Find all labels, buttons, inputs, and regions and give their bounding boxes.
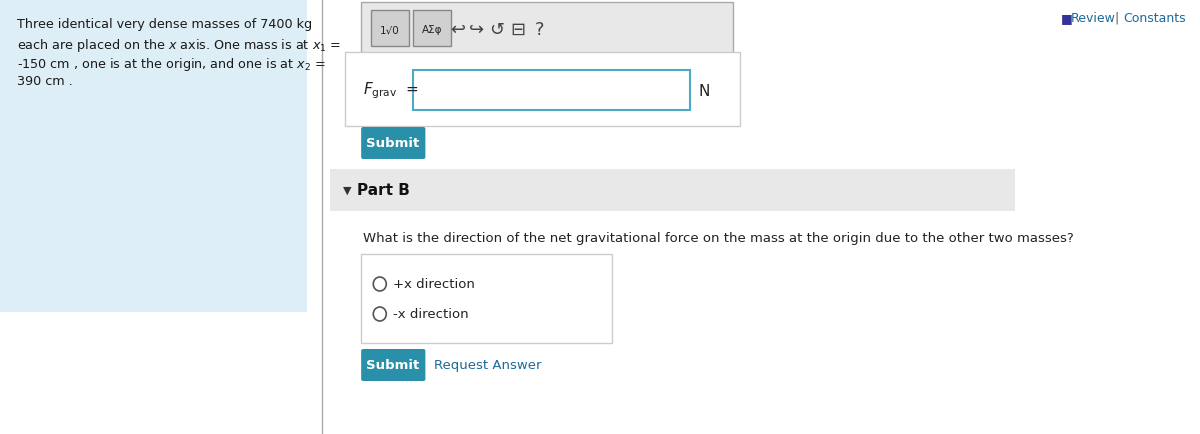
Text: Review: Review [1070,12,1115,25]
Text: ↪: ↪ [469,21,484,39]
Text: ⊟: ⊟ [510,21,526,39]
Text: -150 cm , one is at the origin, and one is at $x_2$ =: -150 cm , one is at the origin, and one … [17,56,325,73]
Text: ■: ■ [1061,12,1078,25]
FancyBboxPatch shape [413,11,450,47]
Text: each are placed on the $x$ axis. One mass is at $x_1$ =: each are placed on the $x$ axis. One mas… [17,37,341,54]
Text: Request Answer: Request Answer [433,358,541,372]
Text: Submit: Submit [366,137,420,150]
Text: 1√0: 1√0 [380,25,400,35]
FancyBboxPatch shape [372,11,409,47]
FancyBboxPatch shape [0,0,307,312]
Text: Three identical very dense masses of 7400 kg: Three identical very dense masses of 740… [17,18,312,31]
Text: Constants: Constants [1123,12,1186,25]
FancyBboxPatch shape [361,128,425,160]
FancyBboxPatch shape [413,71,690,111]
Text: AΣφ: AΣφ [421,25,442,35]
Text: +x direction: +x direction [392,278,475,291]
Text: ?: ? [535,21,545,39]
Text: Part B: Part B [358,183,410,198]
Text: What is the direction of the net gravitational force on the mass at the origin d: What is the direction of the net gravita… [364,231,1074,244]
Text: 390 cm .: 390 cm . [17,75,72,88]
Circle shape [373,307,386,321]
Text: $F_{\mathrm{grav}}$  =: $F_{\mathrm{grav}}$ = [364,81,419,101]
Text: Submit: Submit [366,358,420,372]
Text: ↺: ↺ [490,21,505,39]
FancyBboxPatch shape [361,3,732,55]
Text: ▼: ▼ [342,186,352,196]
FancyBboxPatch shape [330,170,1015,211]
Circle shape [373,277,386,291]
Text: -x direction: -x direction [392,308,468,321]
Text: N: N [698,83,709,98]
Text: ↩: ↩ [450,21,466,39]
FancyBboxPatch shape [361,254,612,343]
FancyBboxPatch shape [361,349,425,381]
FancyBboxPatch shape [346,53,740,127]
Text: |: | [1111,12,1123,25]
